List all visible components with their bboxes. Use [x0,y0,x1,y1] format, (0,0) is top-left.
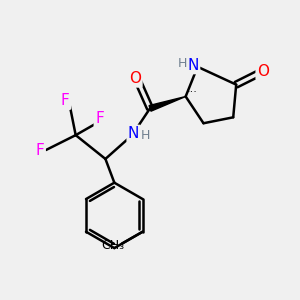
Text: N: N [128,126,139,141]
Text: O: O [129,71,141,86]
Text: F: F [95,111,104,126]
Text: CH₃: CH₃ [101,238,124,252]
Text: F: F [36,142,44,158]
Text: H: H [177,57,187,70]
Text: N: N [188,58,199,73]
Text: F: F [61,94,70,109]
Text: ···: ··· [187,87,198,97]
Text: O: O [257,64,269,79]
Polygon shape [149,97,186,111]
Text: H: H [141,129,150,142]
